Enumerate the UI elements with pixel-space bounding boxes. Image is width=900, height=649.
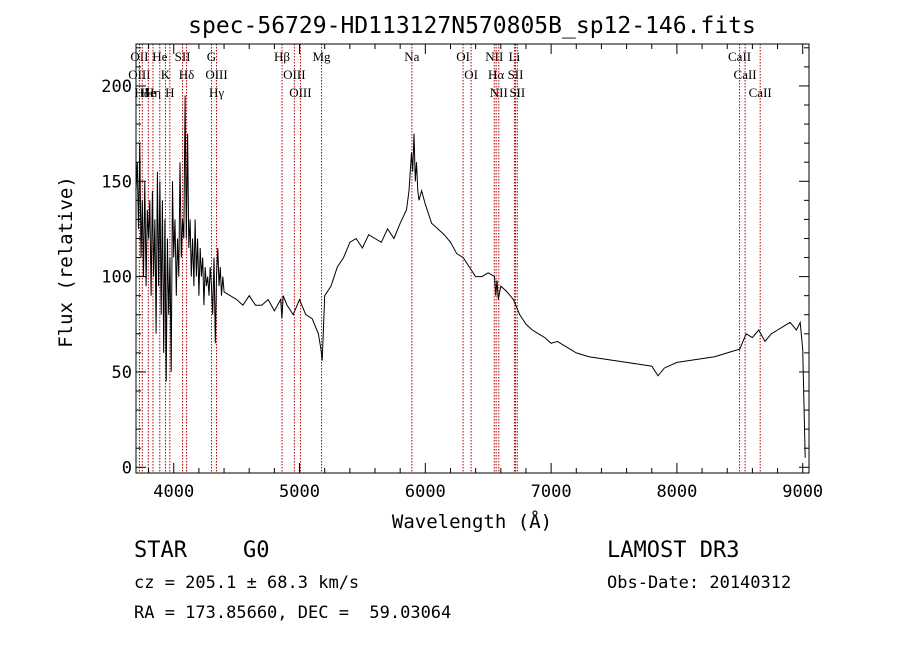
spectral-subclass: G0	[243, 538, 270, 563]
x-axis-label: Wavelength (Å)	[392, 510, 552, 533]
line-label: OIII	[289, 85, 311, 100]
line-label: OIII	[128, 67, 150, 82]
line-label: He	[152, 49, 167, 64]
line-label: SII	[509, 85, 525, 100]
line-label: SII	[508, 67, 524, 82]
spectrum-series-line	[135, 95, 806, 458]
x-tick-label: 6000	[405, 482, 446, 502]
line-label: OIII	[283, 67, 305, 82]
coordinates: RA = 173.85660, DEC = 59.03064	[134, 603, 452, 623]
line-label: He	[141, 85, 156, 100]
y-tick-label: 50	[112, 363, 132, 383]
x-tick-label: 4000	[153, 482, 194, 502]
redshift-cz: cz = 205.1 ± 68.3 km/s	[134, 573, 360, 593]
line-label: OIII	[205, 67, 227, 82]
x-tick-label: 8000	[656, 482, 697, 502]
line-label: NII	[490, 85, 508, 100]
line-label: Hβ	[274, 49, 290, 64]
line-label: Hγ	[209, 85, 224, 100]
y-tick-label: 100	[101, 268, 132, 288]
observation-date: Obs-Date: 20140312	[607, 573, 792, 593]
line-label: OII	[130, 49, 148, 64]
y-tick-label: 0	[122, 458, 132, 478]
spectral-class: STAR	[134, 538, 187, 563]
line-label: H	[165, 85, 174, 100]
line-label: CaII	[749, 85, 772, 100]
line-label: G	[207, 49, 216, 64]
x-tick-label: 9000	[782, 482, 823, 502]
line-label: Mg	[313, 49, 332, 64]
line-label: Li	[509, 49, 521, 64]
y-tick-label: 200	[101, 77, 132, 97]
x-tick-label: 5000	[279, 482, 320, 502]
x-tick-label: 7000	[531, 482, 572, 502]
line-label: Hδ	[135, 85, 151, 100]
line-label: K	[161, 67, 171, 82]
plot-frame	[135, 43, 810, 474]
line-label: Hη	[145, 85, 161, 100]
line-label: SII	[175, 49, 191, 64]
emission-line-markers: OIIOIIIHδHeHηHeKHSIIHδGOIIIHγHβOIIIOIIIM…	[128, 44, 772, 473]
line-label: Hδ	[179, 67, 195, 82]
line-label: OI	[456, 49, 470, 64]
line-label: NII	[485, 49, 503, 64]
survey-name: LAMOST DR3	[607, 538, 740, 563]
y-tick-label: 150	[101, 172, 132, 192]
line-label: CaII	[728, 49, 751, 64]
line-label: Na	[404, 49, 419, 64]
y-axis-label: Flux (relative)	[55, 176, 77, 348]
line-label: Hα	[488, 67, 504, 82]
line-label: OI	[464, 67, 478, 82]
line-label: CaII	[734, 67, 757, 82]
axis-ticks: 4000 5000 6000 7000 8000 9000 0 50 100 150 200	[101, 44, 823, 502]
chart-title: spec-56729-HD113127N570805B_sp12-146.fit…	[188, 13, 756, 39]
